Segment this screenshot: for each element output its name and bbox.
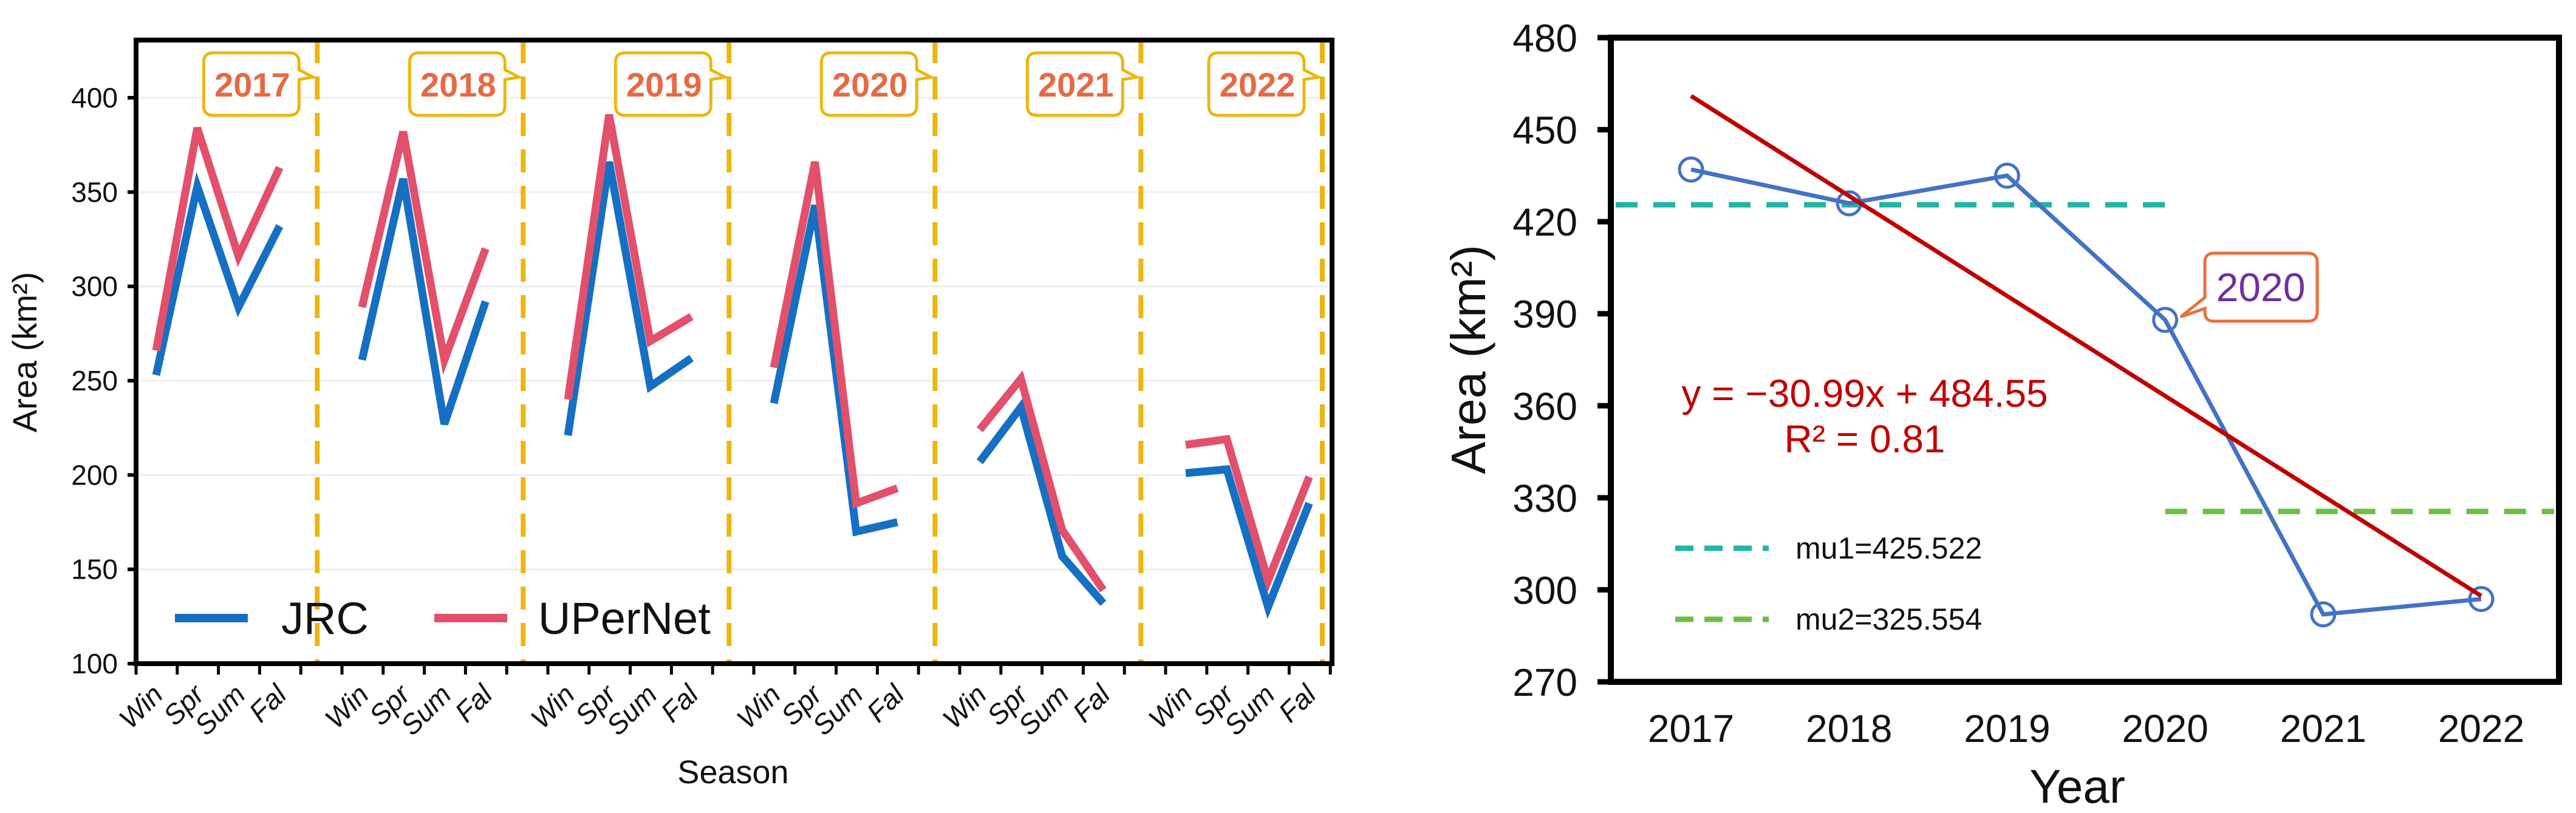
x-tick-label: 2021 (2280, 707, 2366, 750)
season-tick-label: Sum (188, 678, 251, 741)
data-point-marker (1678, 156, 1704, 183)
data-point-marker (1993, 162, 2020, 189)
plot-frame (1608, 35, 2562, 685)
year-callout-label: 2018 (420, 66, 496, 104)
x-tick-label: 2020 (2122, 707, 2208, 750)
trend-line (1690, 94, 2482, 598)
season-tick-label: Fal (1067, 678, 1117, 728)
series-line-jrc-2017 (152, 171, 284, 376)
series-line-upernet-2018 (358, 131, 490, 375)
year-callout-label: 2021 (1038, 66, 1114, 104)
y-tick-label: 390 (1512, 293, 1577, 336)
season-tick-label: Sum (1218, 678, 1281, 741)
y-axis-title: Area (km²) (5, 272, 44, 432)
data-point-marker (2310, 601, 2337, 628)
year-callout-label: 2020 (832, 66, 908, 104)
series-line-upernet-2017 (152, 126, 284, 352)
season-tick-label: Fal (861, 678, 911, 728)
annual-area-chart: 270 300 330 360 390 420 450 480 2017 2018 2019 2020… (1441, 16, 2562, 813)
series-line-jrc-2022 (1185, 465, 1313, 619)
season-tick-label: Fal (655, 678, 705, 728)
y-tick-label: 480 (1512, 16, 1577, 60)
trend-r2: R² = 0.81 (1784, 417, 1945, 461)
year-callout-label: 2022 (1220, 66, 1296, 104)
data-point-marker (2468, 586, 2495, 613)
y-tick-label: 150 (71, 554, 118, 585)
year-callout-box (202, 51, 318, 117)
season-tick-label: Sum (806, 678, 869, 741)
series-line-upernet-2021 (976, 370, 1107, 593)
x-axis-title: Year (2029, 760, 2125, 813)
y-tick-label: 300 (71, 271, 118, 302)
series-line-upernet-2022 (1185, 435, 1313, 593)
area-series-line (1690, 167, 2482, 617)
year-callout-box (613, 51, 730, 117)
trend-equation: y = −30.99x + 484.55 (1681, 372, 2048, 415)
year-callout-box (1025, 51, 1142, 117)
series-line-jrc-2019 (564, 161, 694, 437)
year-callout-box (408, 51, 524, 117)
x-tick-label: 2018 (1806, 707, 1892, 750)
season-tick-label: Fal (1273, 678, 1323, 728)
series-line-jrc-2021 (976, 398, 1107, 606)
season-tick-label: Fal (449, 678, 499, 728)
y-axis-title: Area (km²) (1441, 245, 1495, 474)
data-point-marker (2152, 307, 2179, 333)
y-tick-label: 350 (71, 176, 118, 208)
y-tick-label: 360 (1512, 384, 1577, 428)
year-callout-box (1207, 51, 1323, 117)
legend-label-mu2: mu2=325.554 (1795, 602, 1982, 636)
series-line-upernet-2019 (564, 114, 694, 400)
year-callout-label: 2019 (626, 66, 702, 104)
season-tick-label: Sum (600, 678, 663, 741)
year-callout-label: 2017 (214, 66, 290, 104)
x-tick-label: 2019 (1964, 707, 2050, 750)
series-line-jrc-2018 (358, 178, 490, 426)
y-tick-label: 200 (71, 459, 118, 491)
x-axis-title: Season (677, 754, 788, 791)
legend-label-upernet: UPerNet (538, 593, 711, 644)
plot-frame (134, 38, 1334, 666)
y-tick-label: 300 (1512, 568, 1577, 612)
callout-label: 2020 (2216, 265, 2306, 310)
y-tick-label: 420 (1512, 200, 1577, 244)
season-tick-label: Sum (394, 678, 457, 741)
y-tick-label: 250 (71, 365, 118, 396)
y-tick-label: 330 (1512, 477, 1577, 520)
series-line-upernet-2020 (770, 161, 899, 509)
season-tick-label: Sum (1012, 678, 1075, 741)
x-tick-label: 2022 (2438, 707, 2524, 750)
y-tick-label: 270 (1512, 661, 1577, 704)
y-tick-label: 100 (71, 648, 118, 679)
legend-label-mu1: mu1=425.522 (1795, 531, 1982, 565)
year-callout-box (819, 51, 936, 117)
callout-box (2179, 251, 2319, 323)
season-tick-label: Fal (243, 678, 293, 728)
y-tick-label: 450 (1512, 109, 1577, 152)
legend-label-jrc: JRC (281, 593, 369, 644)
y-tick-label: 400 (71, 82, 118, 114)
series-line-jrc-2020 (770, 204, 898, 537)
x-tick-label: 2017 (1648, 707, 1734, 750)
